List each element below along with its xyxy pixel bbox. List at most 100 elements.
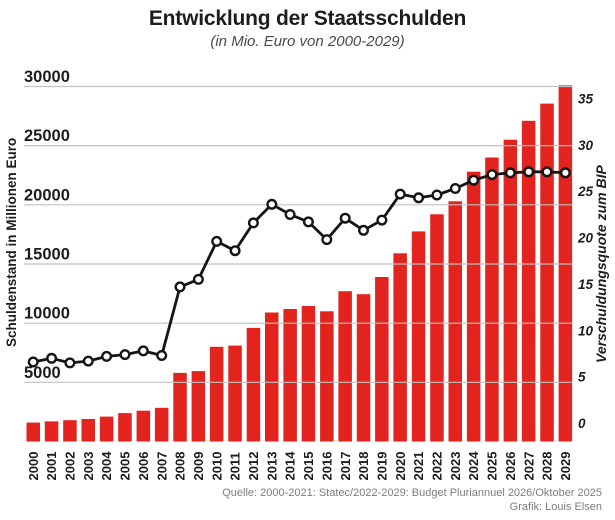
bar-2007 — [154, 407, 169, 442]
line-marker-2019 — [376, 214, 388, 226]
line-marker-2003 — [82, 355, 94, 367]
bar-2024 — [466, 171, 481, 442]
source-note: Quelle: 2000-2021: Statec/2022-2029: Bud… — [222, 486, 602, 514]
line-marker-2018 — [358, 224, 370, 236]
line-marker-2021 — [413, 192, 425, 204]
year-label-2000: 2000 — [26, 452, 41, 481]
year-label-2002: 2002 — [63, 452, 78, 481]
x-axis-labels-group: 2000 2001 2002 2003 2004 2005 2006 2007 2008 2009… — [26, 451, 573, 481]
bar-2005 — [118, 413, 132, 442]
year-label-2007: 2007 — [154, 452, 169, 481]
bar-2014 — [283, 309, 297, 442]
left-tick-label-25000: 25000 — [24, 127, 70, 145]
source-line-1: Quelle: 2000-2021: Statec/2022-2029: Bud… — [222, 487, 602, 499]
year-label-2011: 2011 — [228, 452, 243, 480]
line-marker-2004 — [101, 350, 113, 362]
left-tick-label-15000: 15000 — [24, 246, 70, 264]
bar-2012 — [246, 327, 261, 442]
line-marker-2024 — [468, 174, 480, 186]
line-marker-2016 — [321, 234, 333, 246]
left-tick-label-10000: 10000 — [24, 305, 70, 323]
right-tick-label-20: 20 — [577, 231, 594, 246]
bar-2008 — [173, 372, 187, 442]
bar-2015 — [301, 306, 316, 442]
year-label-2006: 2006 — [136, 452, 151, 481]
line-marker-2001 — [46, 352, 58, 364]
bar-2009 — [191, 371, 206, 442]
bar-2027 — [521, 120, 536, 442]
year-label-2013: 2013 — [264, 452, 279, 481]
year-label-2029: 2029 — [558, 452, 573, 481]
line-marker-2014 — [284, 208, 296, 220]
line-marker-2026 — [504, 167, 516, 179]
right-tick-label-10: 10 — [578, 323, 594, 338]
line-marker-2005 — [119, 349, 131, 361]
left-tick-label-20000: 20000 — [24, 186, 70, 204]
line-marker-2000 — [27, 356, 39, 368]
line-marker-2020 — [394, 188, 406, 200]
year-label-2005: 2005 — [118, 452, 133, 481]
line-marker-2023 — [449, 182, 461, 194]
right-tick-label-15: 15 — [578, 277, 594, 292]
right-tick-label-35: 35 — [578, 91, 594, 106]
line-marker-2025 — [486, 169, 498, 181]
line-marker-2017 — [339, 212, 351, 224]
bar-2020 — [393, 253, 407, 442]
right-tick-label-25: 25 — [577, 184, 594, 199]
year-label-2009: 2009 — [191, 452, 206, 481]
year-label-2020: 2020 — [393, 452, 408, 481]
bar-2022 — [430, 214, 444, 442]
line-marker-2010 — [211, 235, 223, 247]
year-label-2017: 2017 — [338, 452, 353, 481]
right-tick-label-0: 0 — [578, 416, 586, 431]
bar-2018 — [356, 294, 371, 442]
bar-2010 — [209, 346, 224, 442]
bar-2028 — [540, 103, 554, 442]
line-marker-2008 — [174, 281, 186, 293]
year-label-2003: 2003 — [81, 452, 96, 481]
year-label-2019: 2019 — [375, 452, 390, 481]
year-label-2023: 2023 — [448, 452, 463, 481]
bar-2016 — [320, 311, 334, 442]
year-label-2028: 2028 — [540, 452, 555, 481]
year-label-2025: 2025 — [485, 452, 500, 481]
line-marker-2006 — [137, 345, 149, 357]
bar-2025 — [485, 157, 499, 442]
bar-2001 — [44, 421, 59, 442]
bar-2002 — [63, 420, 77, 442]
line-marker-2002 — [64, 357, 76, 369]
bar-2000 — [26, 422, 40, 442]
page-title: Entwicklung der Staatsschulden — [148, 7, 467, 30]
source-line-2: Grafik: Louis Elsen — [509, 501, 602, 513]
chart-subtitle: (in Mio. Euro von 2000-2029) — [210, 33, 405, 50]
year-label-2021: 2021 — [411, 452, 426, 481]
year-label-2008: 2008 — [173, 452, 188, 481]
year-label-2027: 2027 — [521, 452, 536, 481]
bar-2011 — [228, 345, 242, 442]
year-label-2012: 2012 — [246, 452, 261, 481]
year-label-2016: 2016 — [319, 452, 334, 481]
right-axis-ticks-group: 0 5 10 15 20 25 30 35 — [577, 91, 594, 431]
year-label-2014: 2014 — [283, 451, 298, 481]
year-label-2018: 2018 — [356, 452, 371, 481]
line-markers-group — [27, 166, 571, 369]
line-marker-2012 — [247, 217, 259, 229]
right-tick-label-5: 5 — [578, 370, 586, 385]
bar-2017 — [338, 291, 352, 442]
bar-2026 — [503, 139, 518, 442]
bar-2003 — [81, 419, 95, 442]
line-marker-2009 — [192, 273, 204, 285]
year-label-2015: 2015 — [301, 452, 316, 481]
bar-2006 — [136, 410, 151, 442]
bar-2021 — [411, 231, 426, 442]
bar-2023 — [448, 201, 462, 442]
bar-2013 — [265, 312, 279, 442]
bar-2019 — [375, 277, 389, 442]
left-tick-label-5000: 5000 — [24, 364, 61, 382]
bars-group — [26, 85, 573, 442]
line-marker-2028 — [541, 166, 553, 178]
line-marker-2015 — [302, 216, 314, 228]
line-marker-2011 — [229, 245, 241, 257]
